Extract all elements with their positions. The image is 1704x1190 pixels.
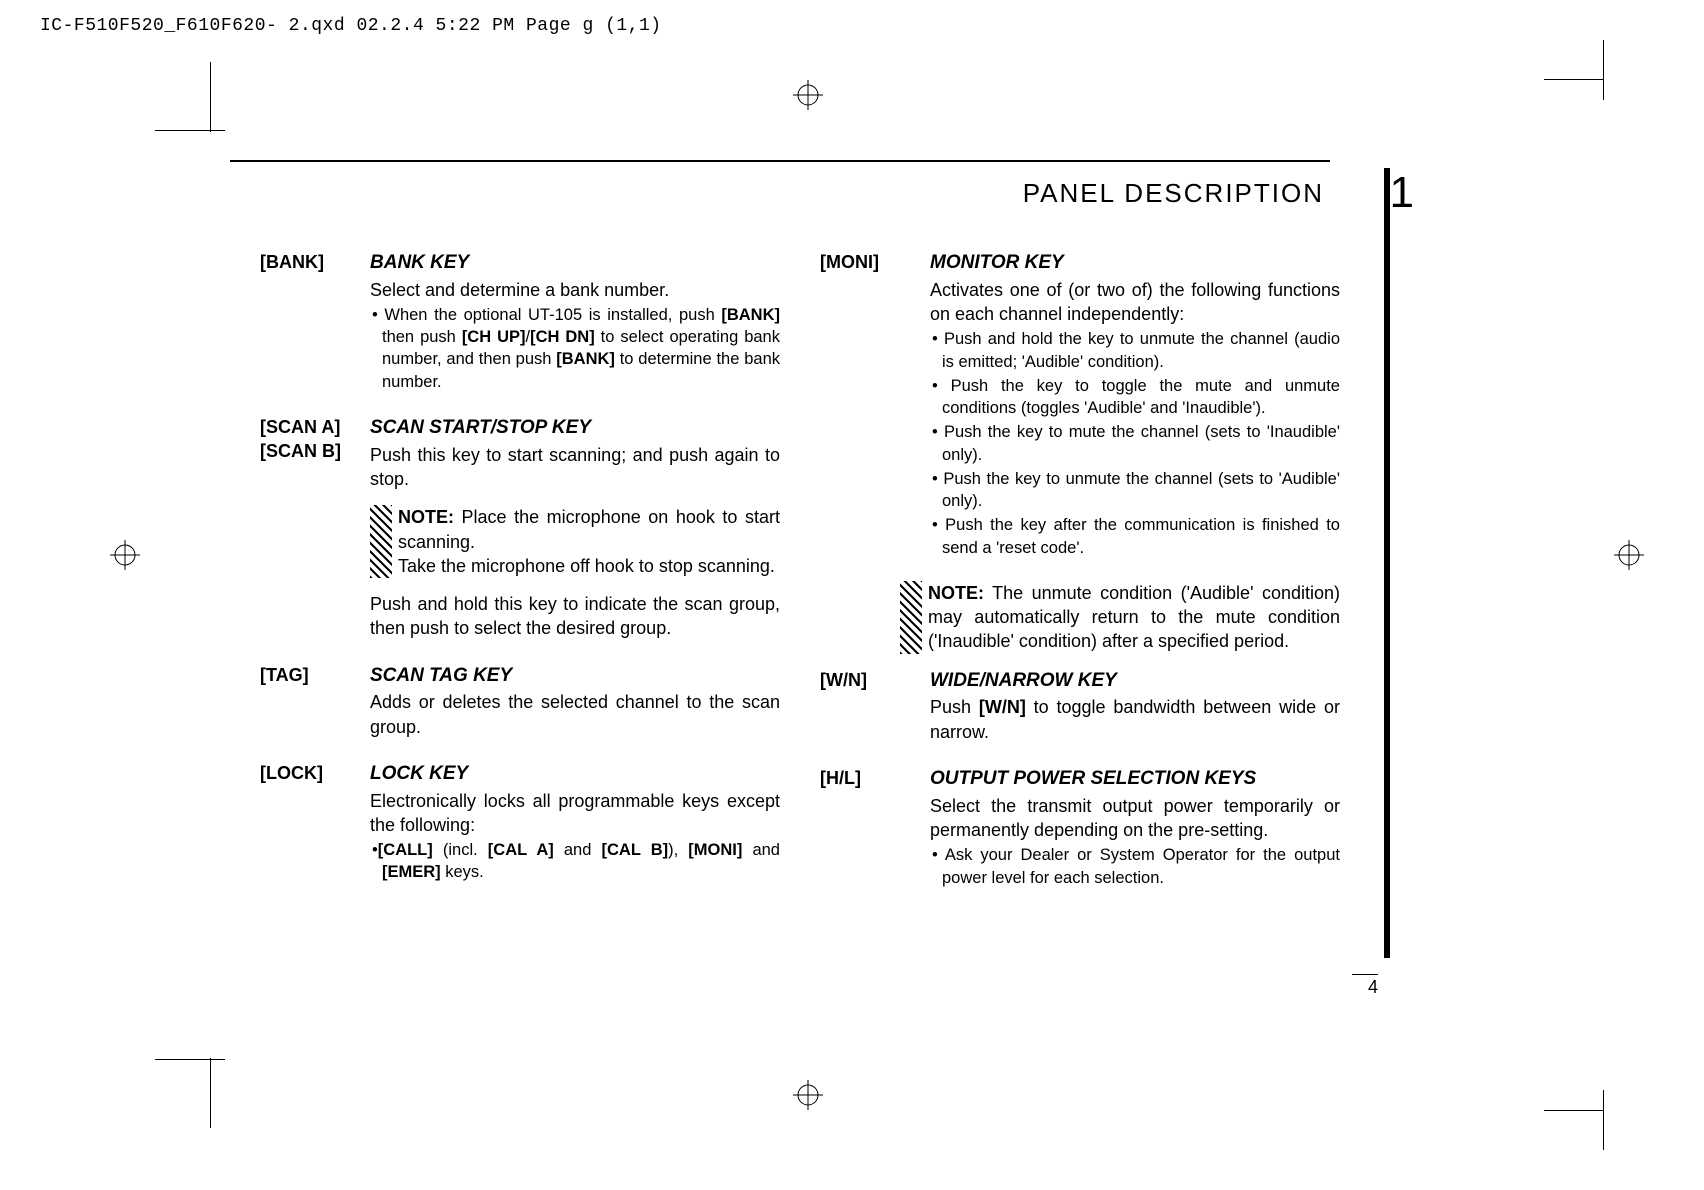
crop-mark	[1603, 40, 1604, 100]
key-label: [LOCK]	[260, 761, 370, 884]
crop-mark	[210, 1058, 211, 1128]
key-label: [SCAN A] [SCAN B]	[260, 415, 370, 641]
key-body: OUTPUT POWER SELECTION KEYS Select the t…	[930, 766, 1340, 889]
key-title: SCAN TAG KEY	[370, 663, 780, 689]
entry-hl: [H/L] OUTPUT POWER SELECTION KEYS Select…	[820, 766, 1340, 889]
registration-mark	[793, 1080, 823, 1110]
text: (incl.	[433, 841, 488, 859]
note-text: NOTE: The unmute condition ('Audible' co…	[928, 581, 1340, 654]
text: and	[554, 841, 602, 859]
key-title: WIDE/NARROW KEY	[930, 668, 1340, 694]
print-meta-header: IC-F510F520_F610F620- 2.qxd 02.2.4 5:22 …	[40, 16, 662, 36]
bold: [CH DN]	[530, 328, 595, 346]
crop-mark	[1544, 1110, 1604, 1111]
body-columns: [BANK] BANK KEY Select and determine a b…	[260, 250, 1340, 911]
note-text: NOTE: Place the microphone on hook to st…	[398, 505, 780, 578]
bold: [CALL]	[378, 841, 433, 859]
crop-mark	[1603, 1090, 1604, 1150]
key-desc: Select and determine a bank number.	[370, 278, 780, 302]
key-body: SCAN START/STOP KEY Push this key to sta…	[370, 415, 780, 641]
key-body: MONITOR KEY Activates one of (or two of)…	[930, 250, 1340, 559]
key-body: SCAN TAG KEY Adds or deletes the selecte…	[370, 663, 780, 739]
key-subitem: • Push the key after the communication i…	[930, 514, 1340, 559]
key-desc: Push this key to start scanning; and pus…	[370, 443, 780, 492]
key-desc: Push [W/N] to toggle bandwidth between w…	[930, 695, 1340, 744]
text: Push	[930, 697, 979, 717]
left-column: [BANK] BANK KEY Select and determine a b…	[260, 250, 780, 911]
text: • When the optional UT-105 is installed,…	[372, 306, 721, 324]
key-title: MONITOR KEY	[930, 250, 1340, 276]
key-label: [H/L]	[820, 766, 930, 889]
key-label: [BANK]	[260, 250, 370, 393]
crop-mark	[1544, 79, 1604, 80]
key-label-line: [SCAN A]	[260, 415, 370, 439]
key-desc: Adds or deletes the selected channel to …	[370, 690, 780, 739]
key-title: BANK KEY	[370, 250, 780, 276]
key-subitem: • When the optional UT-105 is installed,…	[370, 304, 780, 393]
key-title: LOCK KEY	[370, 761, 780, 787]
note-body: The unmute condition ('Audible' conditio…	[928, 583, 1340, 652]
bold: [BANK]	[721, 306, 780, 324]
registration-mark	[793, 80, 823, 110]
text: and	[742, 841, 780, 859]
key-subitem: • Push the key to mute the channel (sets…	[930, 421, 1340, 466]
key-label: [TAG]	[260, 663, 370, 739]
key-desc: Select the transmit output power tempora…	[930, 794, 1340, 843]
key-title: SCAN START/STOP KEY	[370, 415, 780, 441]
bold: [EMER]	[382, 863, 441, 881]
entry-wn: [W/N] WIDE/NARROW KEY Push [W/N] to togg…	[820, 668, 1340, 744]
page-root: IC-F510F520_F610F620- 2.qxd 02.2.4 5:22 …	[0, 0, 1704, 1190]
crop-mark	[155, 130, 225, 131]
registration-mark	[1614, 540, 1644, 570]
note-block: NOTE: The unmute condition ('Audible' co…	[900, 581, 1340, 654]
note-block: NOTE: Place the microphone on hook to st…	[370, 505, 780, 578]
page-number: 4	[1352, 974, 1378, 998]
key-label: [W/N]	[820, 668, 930, 744]
key-subitem: • Ask your Dealer or System Operator for…	[930, 844, 1340, 889]
hatch-icon	[370, 505, 392, 578]
bold: [MONI]	[688, 841, 742, 859]
key-subitem: • Push and hold the key to unmute the ch…	[930, 328, 1340, 373]
key-body: LOCK KEY Electronically locks all progra…	[370, 761, 780, 884]
text: then push	[382, 328, 462, 346]
key-desc: Activates one of (or two of) the followi…	[930, 278, 1340, 327]
section-title: PANEL DESCRIPTION	[1023, 178, 1324, 209]
header-rule	[230, 160, 1330, 162]
hatch-icon	[900, 581, 922, 654]
key-label-line: [SCAN B]	[260, 439, 370, 463]
registration-mark	[110, 540, 140, 570]
key-title: OUTPUT POWER SELECTION KEYS	[930, 766, 1340, 792]
crop-mark	[155, 1059, 225, 1060]
text: keys.	[441, 863, 484, 881]
thumb-tab	[1384, 168, 1390, 958]
note-bold: NOTE:	[398, 507, 454, 527]
bold: [CAL B]	[602, 841, 669, 859]
key-para: Push and hold this key to indicate the s…	[370, 592, 780, 641]
entry-tag: [TAG] SCAN TAG KEY Adds or deletes the s…	[260, 663, 780, 739]
right-column: [MONI] MONITOR KEY Activates one of (or …	[820, 250, 1340, 911]
bold: [BANK]	[556, 350, 615, 368]
bold: [W/N]	[979, 697, 1026, 717]
key-subitem: • Push the key to toggle the mute and un…	[930, 375, 1340, 420]
key-body: BANK KEY Select and determine a bank num…	[370, 250, 780, 393]
note-body: Place the microphone on hook to start sc…	[398, 507, 780, 576]
text: ),	[668, 841, 688, 859]
entry-scan: [SCAN A] [SCAN B] SCAN START/STOP KEY Pu…	[260, 415, 780, 641]
key-desc: Electronically locks all programmable ke…	[370, 789, 780, 838]
chapter-number: 1	[1390, 168, 1414, 218]
entry-bank: [BANK] BANK KEY Select and determine a b…	[260, 250, 780, 393]
key-body: WIDE/NARROW KEY Push [W/N] to toggle ban…	[930, 668, 1340, 744]
crop-mark	[210, 62, 211, 132]
key-subitem: • Push the key to unmute the channel (se…	[930, 468, 1340, 513]
entry-moni: [MONI] MONITOR KEY Activates one of (or …	[820, 250, 1340, 559]
key-label: [MONI]	[820, 250, 930, 559]
key-subitem: •[CALL] (incl. [CAL A] and [CAL B]), [MO…	[370, 839, 780, 884]
bold: [CAL A]	[488, 841, 554, 859]
note-bold: NOTE:	[928, 583, 984, 603]
bold: [CH UP]	[462, 328, 526, 346]
entry-lock: [LOCK] LOCK KEY Electronically locks all…	[260, 761, 780, 884]
